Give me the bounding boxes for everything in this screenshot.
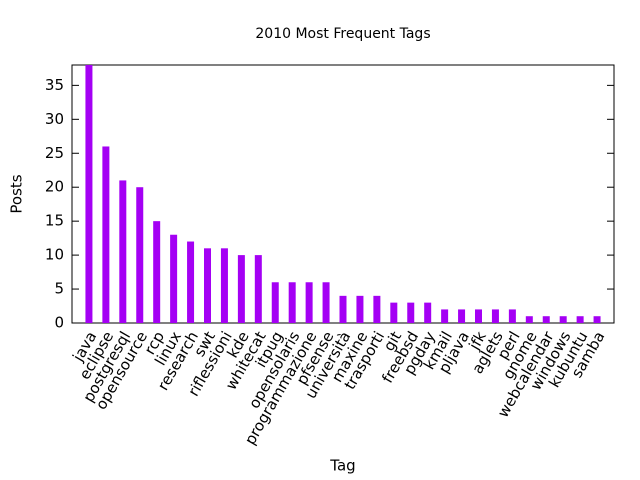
bar (373, 295, 381, 323)
bar (187, 241, 195, 323)
bar (356, 295, 364, 323)
y-tick-label: 30 (45, 110, 64, 128)
bar (441, 309, 449, 323)
bar (407, 302, 415, 323)
bar (220, 248, 228, 323)
y-axis-label: Posts (8, 174, 26, 213)
bar (204, 248, 211, 323)
bar (305, 282, 313, 323)
bar (458, 309, 466, 323)
y-tick-label: 5 (54, 280, 64, 298)
bar (559, 316, 567, 323)
bar (542, 316, 550, 323)
bar (136, 187, 144, 323)
bar (525, 316, 533, 323)
bar (288, 282, 296, 323)
y-tick-label: 20 (45, 178, 64, 196)
y-tick-label: 0 (54, 314, 64, 332)
bar (119, 180, 127, 323)
bar (576, 316, 584, 323)
bar (271, 282, 279, 323)
bar (153, 221, 161, 323)
bar (424, 302, 432, 323)
bar (475, 309, 482, 323)
y-tick-label: 15 (45, 212, 64, 230)
bar (593, 316, 601, 323)
bar (322, 282, 330, 323)
bar (491, 309, 499, 323)
bar (339, 295, 347, 323)
bar (85, 65, 93, 323)
x-axis-label: Tag (329, 457, 355, 475)
bar (390, 302, 398, 323)
chart-title: 2010 Most Frequent Tags (255, 26, 430, 42)
bar (254, 255, 262, 323)
bar (102, 146, 110, 323)
y-tick-label: 25 (45, 144, 64, 162)
bar (237, 255, 245, 323)
y-tick-label: 10 (45, 246, 64, 264)
bar (170, 234, 178, 323)
y-tick-label: 35 (45, 76, 64, 94)
bar (508, 309, 516, 323)
